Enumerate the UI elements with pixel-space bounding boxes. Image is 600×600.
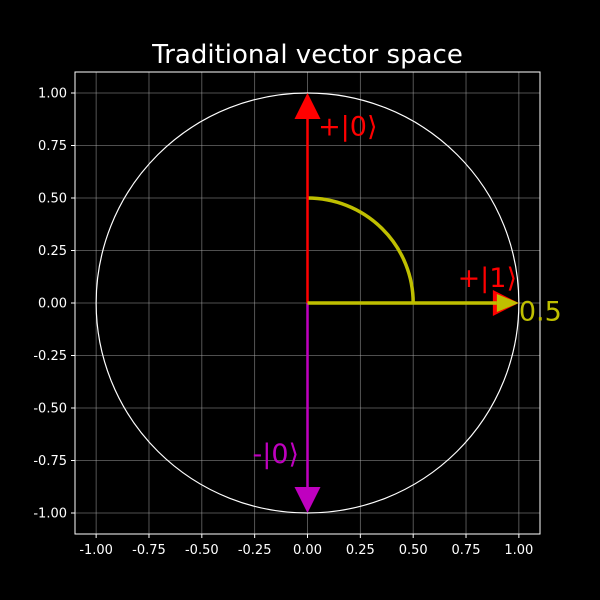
vectors-layer	[294, 93, 519, 513]
x-tick-label: 0.25	[346, 543, 375, 558]
vector-minus-zero	[294, 303, 321, 513]
x-tick-label: 0.50	[399, 543, 428, 558]
vector-label-result: 0.5	[519, 296, 562, 327]
ticks-layer: -1.00 -0.75 -0.50 -0.25 0.00 0.25 0.50 0.75 1.00…	[33, 87, 533, 559]
vector-result	[307, 294, 519, 312]
y-tick-label: -1.00	[33, 507, 67, 522]
y-tick-label: 0.75	[38, 139, 67, 154]
chart-title: Traditional vector space	[151, 40, 463, 70]
y-tick-label: -0.50	[33, 402, 67, 417]
vector-result-head	[496, 294, 519, 312]
x-tick-label: -0.50	[185, 543, 219, 558]
y-tick-label: 0.25	[38, 244, 67, 259]
x-tick-label: 0.75	[452, 543, 481, 558]
vector-labels-layer: +|0⟩ +|1⟩ -|0⟩ 0.5	[253, 112, 562, 471]
vector-plus-zero-head	[294, 93, 321, 119]
y-tick-label: 0.00	[38, 297, 67, 312]
y-tick-label: -0.75	[33, 454, 67, 469]
x-tick-label: -0.75	[132, 543, 166, 558]
vector-label-minus-zero: -|0⟩	[253, 439, 300, 470]
x-tick-label: -1.00	[79, 543, 113, 558]
vector-minus-zero-head	[294, 487, 321, 513]
x-tick-label: -0.25	[238, 543, 272, 558]
angle-arc-layer	[307, 196, 415, 304]
x-tick-label: 1.00	[504, 543, 533, 558]
x-tick-label: 0.00	[293, 543, 322, 558]
vector-label-plus-one: +|1⟩	[458, 263, 517, 294]
vector-plus-zero	[294, 93, 321, 303]
y-tick-label: 1.00	[38, 87, 67, 102]
angle-arc	[307, 196, 415, 304]
y-tick-label: -0.25	[33, 349, 67, 364]
y-tick-label: 0.50	[38, 192, 67, 207]
vector-label-plus-zero: +|0⟩	[318, 112, 377, 143]
